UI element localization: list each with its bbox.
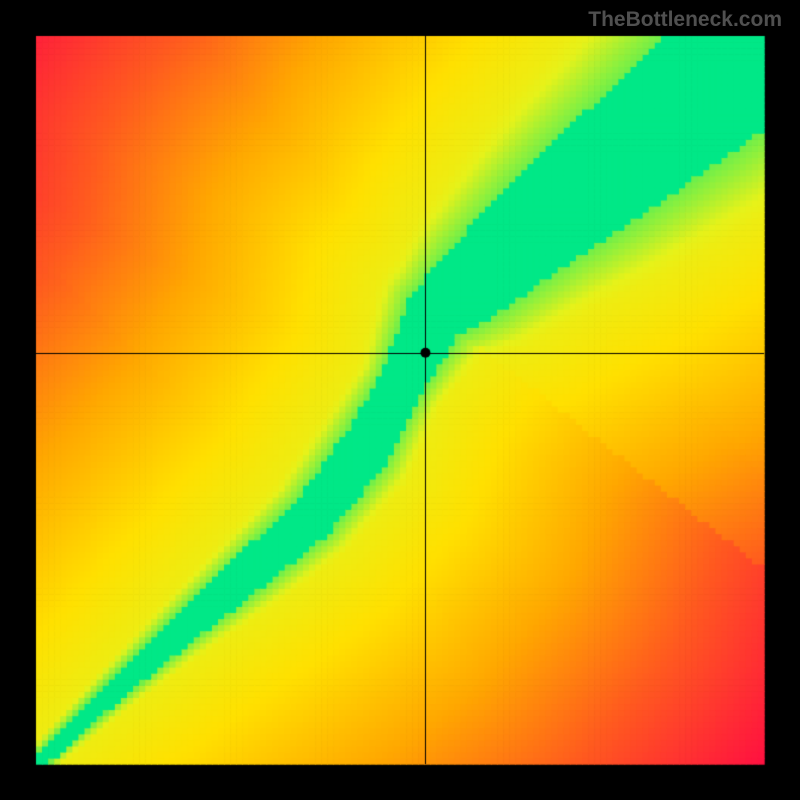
bottleneck-heatmap (0, 0, 800, 800)
chart-container: TheBottleneck.com (0, 0, 800, 800)
watermark-text: TheBottleneck.com (588, 8, 782, 32)
